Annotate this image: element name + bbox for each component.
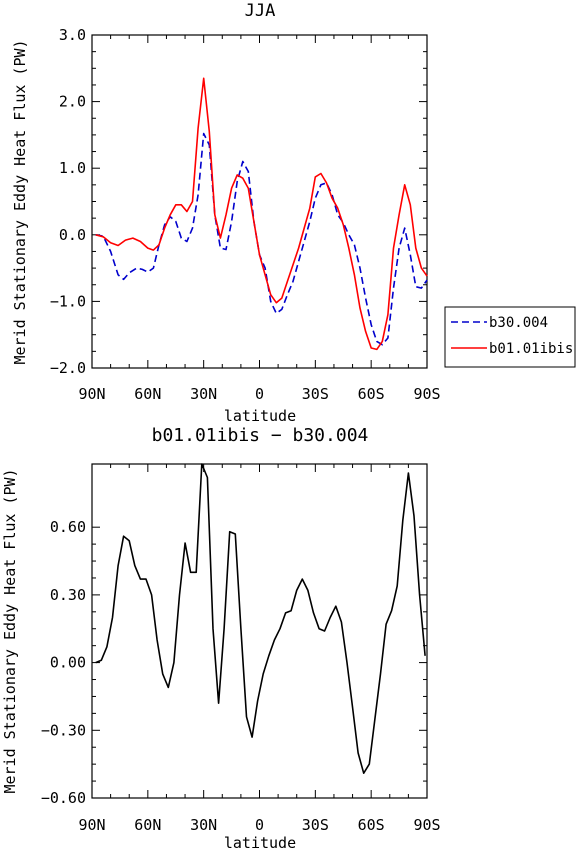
- top-ytick-label: 2.0: [59, 93, 86, 111]
- top-xtick-label: 30N: [190, 385, 217, 403]
- bottom-ytick-label: 0.30: [50, 586, 86, 604]
- top-xtick-label: 30S: [302, 385, 329, 403]
- bottom-ytick-label: 0.00: [50, 654, 86, 672]
- legend-label-b01-01ibis: b01.01ibis: [489, 341, 573, 357]
- bottom-xtick-label: 30S: [302, 816, 329, 834]
- top-ytick-label: 3.0: [59, 26, 86, 44]
- top-x-axis-label: latitude: [224, 407, 296, 425]
- bottom-xtick-label: 30N: [190, 816, 217, 834]
- bottom-ytick-label: −0.60: [41, 789, 86, 807]
- bottom-series-line-difference: [95, 463, 426, 775]
- bottom-xtick-label: 0: [255, 816, 264, 834]
- bottom-xtick-label: 60N: [134, 816, 161, 834]
- top-plot-frame: [91, 34, 428, 369]
- top-panel: JJA Merid Stationary Eddy Heat Flux (PW)…: [11, 1, 441, 425]
- top-xtick-label: 0: [255, 385, 264, 403]
- bottom-series-lines: [95, 463, 426, 775]
- bottom-ytick-label: −0.30: [41, 721, 86, 739]
- top-series-line-b30-004: [95, 132, 428, 346]
- top-ticks: 90N 60N 30N 0 30S 60S 90S 3.0 2.0 1.0 0.0 −1.0 −2.0: [50, 26, 441, 403]
- top-xtick-label: 90N: [78, 385, 105, 403]
- top-ytick-label: −2.0: [50, 359, 86, 377]
- legend-box: [444, 306, 576, 368]
- top-y-axis-label: Merid Stationary Eddy Heat Flux (PW): [11, 39, 29, 364]
- legend-label-b30-004: b30.004: [489, 315, 548, 331]
- bottom-x-axis-label: latitude: [224, 834, 296, 851]
- bottom-xtick-label: 90S: [413, 816, 440, 834]
- bottom-xtick-label: 90N: [78, 816, 105, 834]
- bottom-plot-frame: [91, 463, 428, 799]
- top-xtick-label: 60N: [134, 385, 161, 403]
- bottom-y-axis-label: Merid Stationary Eddy Heat Flux (PW): [1, 468, 19, 793]
- bottom-chart-title: b01.01ibis − b30.004: [152, 425, 369, 446]
- top-ytick-label: −1.0: [50, 292, 86, 310]
- top-xtick-label: 90S: [413, 385, 440, 403]
- legend: b30.004 b01.01ibis: [444, 306, 576, 368]
- top-ytick-label: 0.0: [59, 226, 86, 244]
- bottom-ytick-label: 0.60: [50, 518, 86, 536]
- bottom-panel: b01.01ibis − b30.004 Merid Stationary Ed…: [1, 425, 441, 851]
- bottom-ticks: 90N 60N 30N 0 30S 60S 90S 0.60 0.30 0.00 −0.30 −0.6…: [41, 464, 441, 834]
- top-xtick-label: 60S: [358, 385, 385, 403]
- top-chart-title: JJA: [245, 1, 276, 21]
- bottom-xtick-label: 60S: [358, 816, 385, 834]
- top-series-lines: [95, 77, 428, 351]
- top-series-line-b01-01ibis: [95, 77, 428, 351]
- top-ytick-label: 1.0: [59, 159, 86, 177]
